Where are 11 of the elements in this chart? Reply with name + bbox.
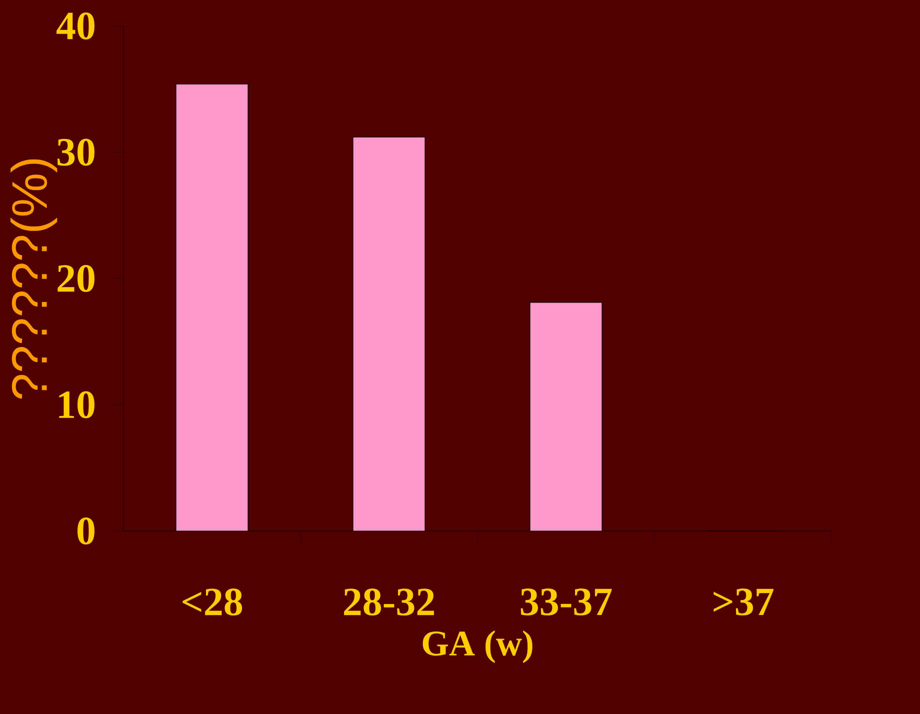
x-tick-label: 28-32 [344, 588, 434, 616]
y-tick-label: 0 [78, 517, 94, 544]
y-tick-label: 10 [59, 391, 94, 418]
y-tick-label: 30 [57, 138, 94, 166]
y-axis-title: ??????(%) [10, 159, 58, 399]
x-tick-label: 33-37 [520, 588, 612, 616]
x-tick-label: <28 [182, 588, 242, 616]
y-tick-label: 20 [58, 264, 94, 292]
x-tick-label: >37 [714, 588, 774, 616]
x-axis-title: GA (w) [422, 630, 532, 664]
y-tick-label: 40 [56, 12, 94, 40]
